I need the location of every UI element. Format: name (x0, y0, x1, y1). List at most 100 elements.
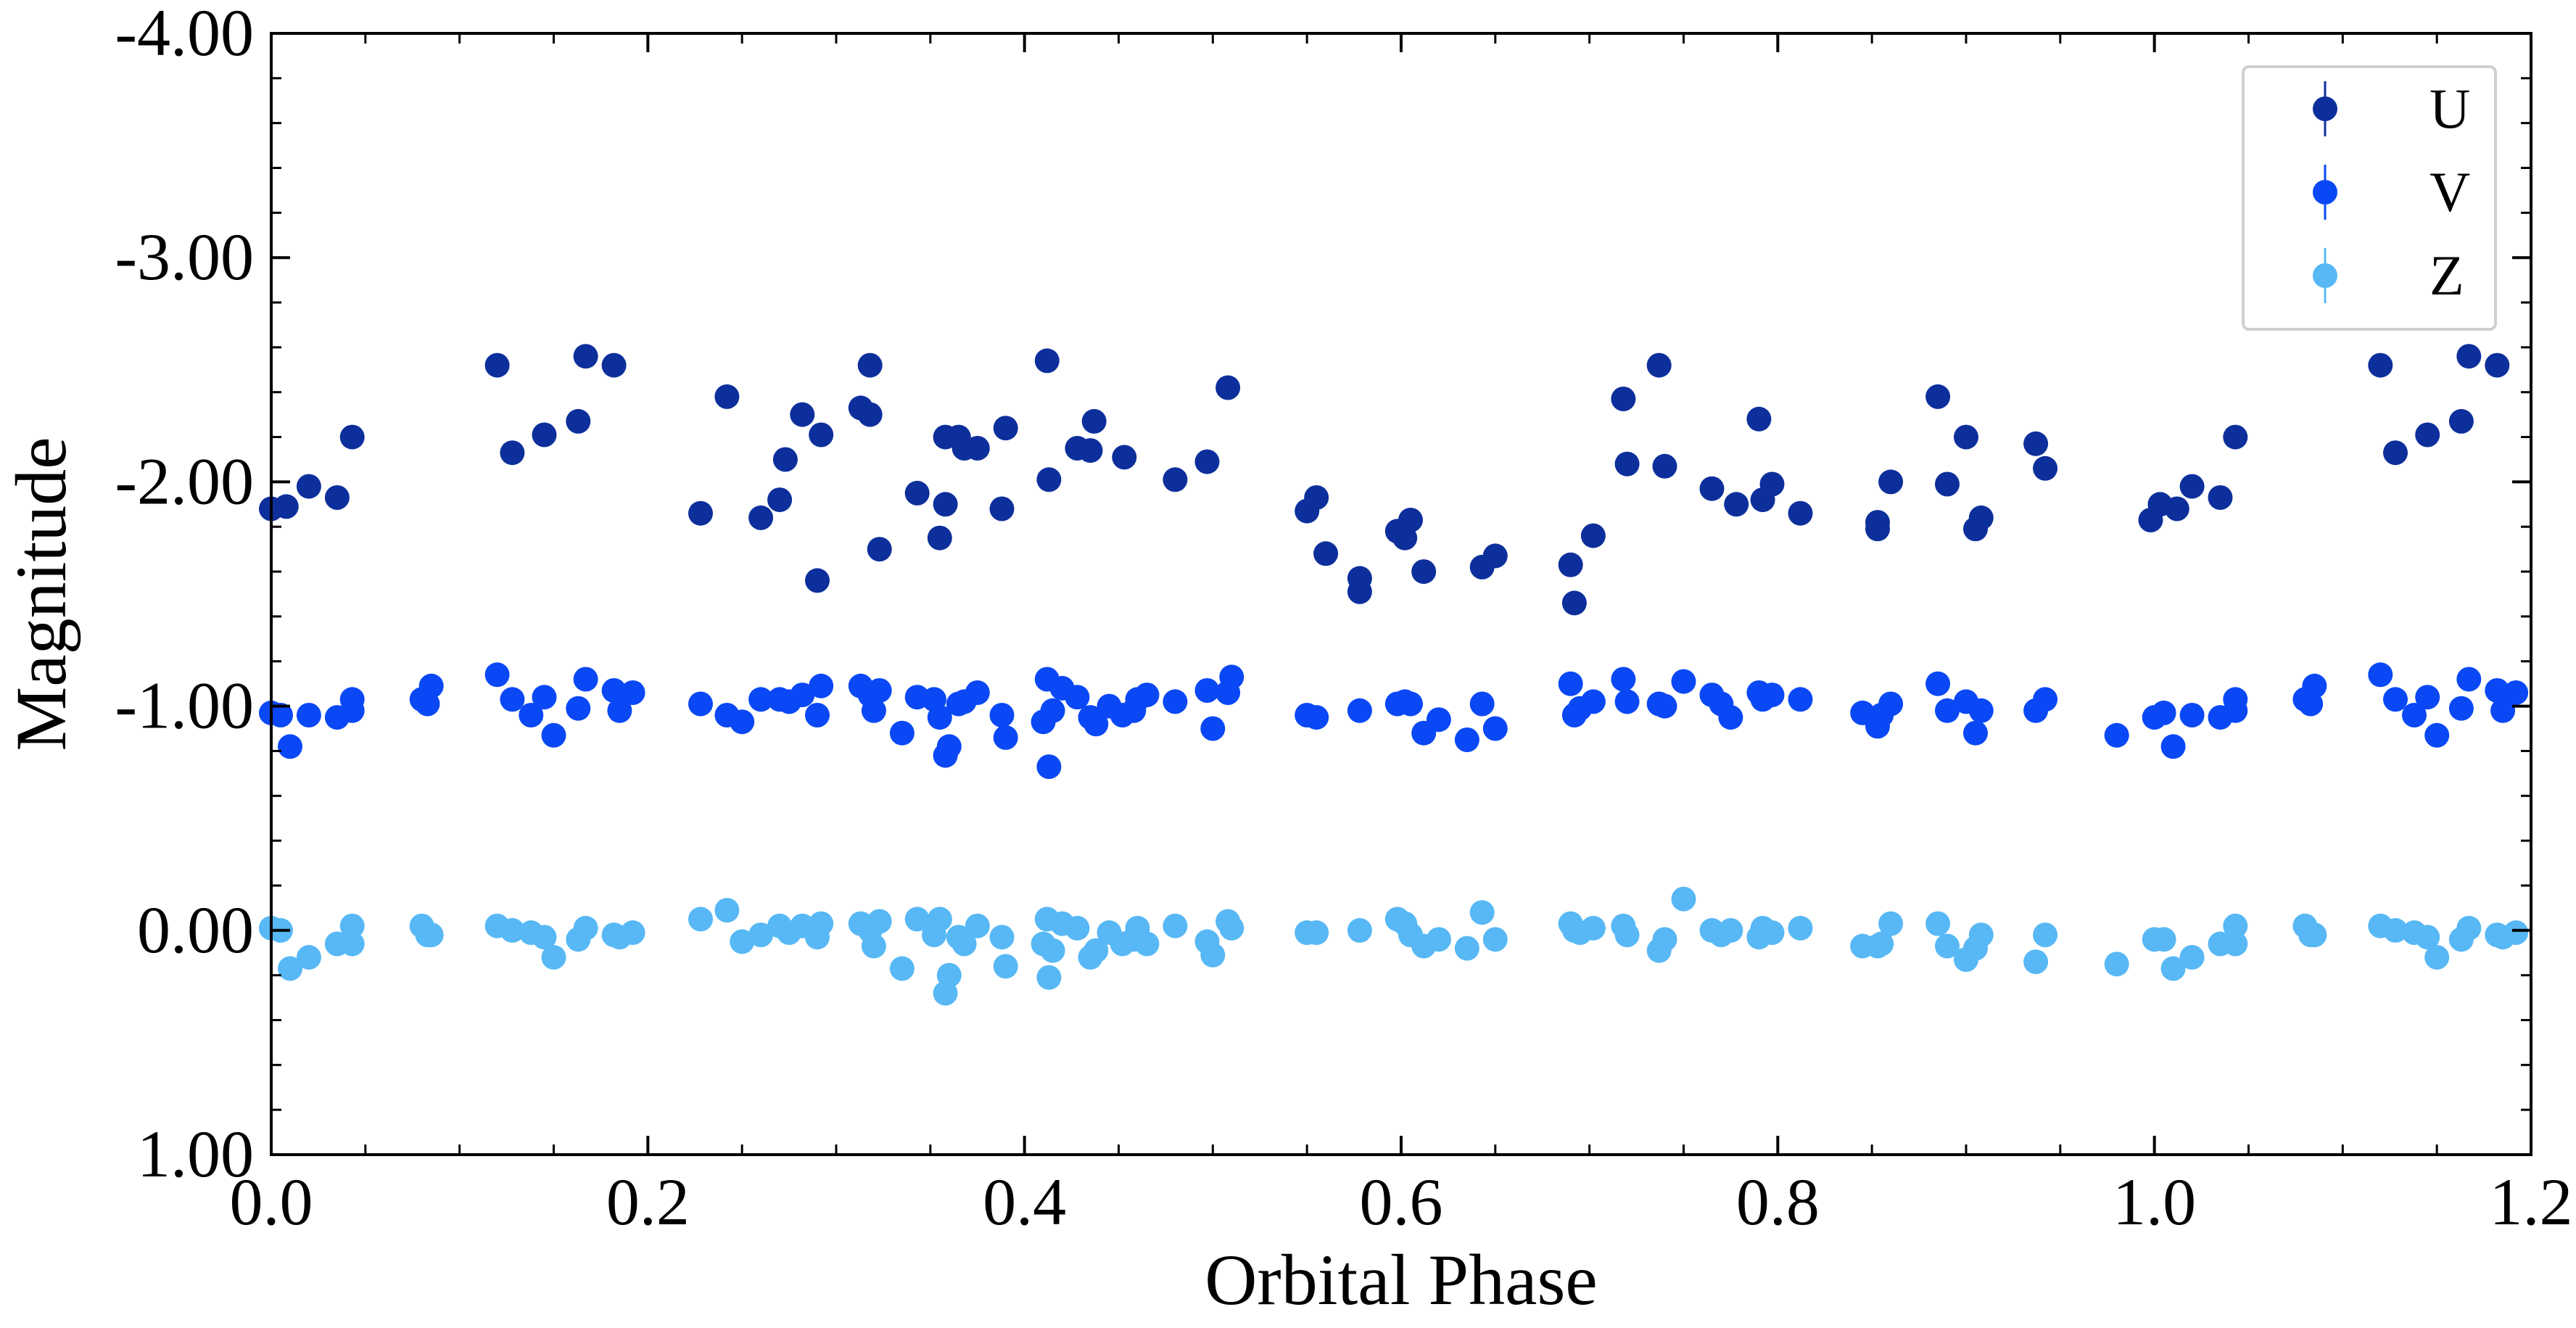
data-point (324, 485, 350, 510)
data-point (1759, 682, 1785, 708)
data-point (889, 956, 915, 981)
data-point (1398, 691, 1423, 717)
data-point (541, 722, 566, 748)
data-point (1194, 449, 1220, 474)
data-point (1580, 523, 1606, 548)
data-point (2104, 722, 2129, 748)
data-point (927, 907, 952, 932)
data-point (1083, 938, 1109, 963)
data-point (2223, 687, 2248, 712)
data-point (532, 422, 557, 448)
data-point (1040, 938, 1065, 963)
data-point (500, 440, 525, 466)
legend-label: V (2430, 160, 2470, 223)
data-point (1671, 886, 1696, 912)
data-point (927, 525, 952, 550)
data-point (2448, 696, 2474, 721)
data-point (2033, 455, 2058, 481)
data-point (2424, 944, 2450, 970)
legend-marker (2313, 96, 2337, 121)
data-point (933, 492, 958, 517)
data-point (573, 915, 598, 941)
data-point (805, 703, 830, 727)
legend-marker (2313, 180, 2337, 205)
data-point (1036, 754, 1062, 780)
data-point (1699, 476, 1725, 501)
data-point (2424, 722, 2450, 748)
data-point (1112, 445, 1137, 470)
data-point (1652, 927, 1677, 952)
legend-label: U (2430, 77, 2470, 140)
data-point (566, 408, 591, 434)
data-point (927, 705, 952, 730)
data-point (532, 685, 557, 710)
data-point (1788, 915, 1813, 941)
data-point (273, 494, 299, 519)
data-point (500, 687, 525, 712)
data-point (500, 917, 525, 943)
data-point (1426, 927, 1451, 952)
data-point (951, 931, 977, 957)
data-point (1426, 707, 1451, 733)
data-point (2383, 687, 2408, 712)
data-point (1614, 689, 1640, 714)
data-point (2368, 662, 2393, 688)
data-point (519, 703, 544, 727)
data-point (1083, 712, 1109, 737)
data-point (1718, 917, 1743, 943)
data-point (2415, 685, 2440, 710)
legend-entry-U: U (2313, 77, 2470, 140)
data-point (1081, 408, 1107, 434)
data-point (1925, 384, 1951, 409)
y-tick-label: -4.00 (115, 0, 254, 70)
data-point (1968, 505, 1994, 530)
data-point (688, 500, 713, 526)
data-point (1968, 698, 1994, 723)
data-point (1878, 469, 1904, 495)
data-point (1561, 590, 1587, 616)
y-axis-label: Magnitude (1, 437, 81, 751)
x-tick-label: 1.0 (2113, 1165, 2196, 1239)
data-point (2151, 927, 2176, 952)
data-point (805, 568, 830, 593)
y-tick-label: 0.00 (137, 893, 254, 967)
data-point (993, 416, 1018, 441)
data-point (1746, 406, 1772, 432)
data-point (532, 925, 557, 950)
series-U (259, 344, 2510, 616)
data-point (857, 352, 883, 378)
x-axis-label: Orbital Phase (1205, 1240, 1598, 1320)
data-point (1134, 682, 1160, 708)
data-point (1869, 931, 1894, 957)
data-point (2415, 925, 2440, 950)
data-point (965, 680, 990, 705)
x-tick-label: 0.8 (1736, 1165, 1820, 1239)
data-point (936, 734, 962, 759)
data-point (1036, 965, 1062, 990)
data-point (1718, 705, 1743, 730)
series-V (259, 662, 2529, 780)
data-point (748, 923, 774, 947)
data-point (1304, 485, 1329, 510)
data-point (936, 962, 962, 988)
data-point (748, 687, 774, 712)
data-point (904, 480, 930, 506)
data-point (790, 682, 815, 708)
data-point (2485, 678, 2510, 703)
data-point (2490, 698, 2516, 723)
data-point (809, 911, 834, 936)
data-point (1788, 687, 1813, 712)
data-point (730, 709, 755, 735)
data-point (1219, 915, 1244, 941)
data-point (867, 537, 892, 562)
data-point (1163, 913, 1188, 939)
data-point (278, 956, 302, 981)
data-point (1652, 693, 1677, 719)
data-point (620, 680, 645, 705)
data-point (857, 402, 883, 427)
data-point (1935, 698, 1960, 723)
series-Z (259, 886, 2529, 1006)
data-point (989, 925, 1015, 950)
